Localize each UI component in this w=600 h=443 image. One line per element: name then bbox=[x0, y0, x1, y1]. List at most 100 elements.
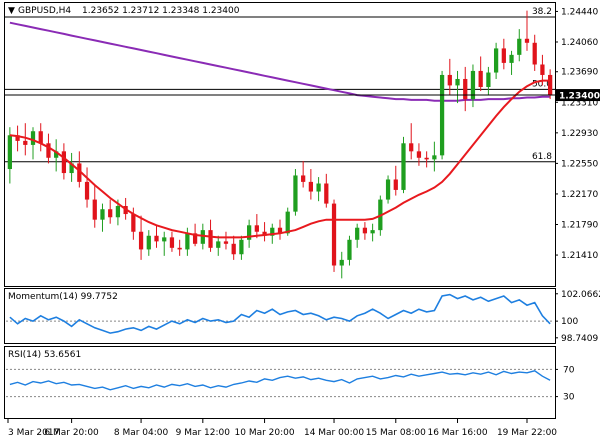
candle bbox=[277, 219, 283, 240]
momentum-tick-label: 98.7409 bbox=[561, 334, 598, 344]
candle-body bbox=[293, 175, 298, 212]
time-tick-label: 8 Mar 04:00 bbox=[114, 428, 169, 438]
main-pane-frame bbox=[4, 2, 556, 287]
candle bbox=[393, 165, 398, 196]
candle-body bbox=[254, 225, 259, 232]
momentum-tick-label: 100 bbox=[561, 317, 578, 327]
price-axis: 1.24440 1.24060 1.23690 1.23310 1.22930 1.225… bbox=[555, 7, 598, 261]
candle-body bbox=[517, 38, 522, 55]
time-tick-label: 14 Mar 00:00 bbox=[304, 428, 364, 438]
candle-body bbox=[185, 233, 190, 250]
candle-body bbox=[23, 140, 28, 145]
candle-body bbox=[84, 181, 90, 200]
level-label: 38.2 bbox=[532, 7, 552, 17]
candle-body bbox=[262, 231, 267, 236]
candle-body bbox=[308, 181, 313, 192]
candle-body bbox=[524, 38, 530, 43]
rsi-level-lines bbox=[6, 368, 554, 398]
candle-body bbox=[347, 239, 352, 260]
candle bbox=[385, 175, 391, 204]
candle bbox=[239, 235, 244, 260]
price-tick-label: 1.21790 bbox=[561, 221, 598, 231]
candle bbox=[231, 235, 236, 260]
candle bbox=[509, 50, 514, 75]
candle-body bbox=[162, 237, 167, 242]
rsi-title: RSI(14) 53.6561 bbox=[8, 350, 81, 360]
candle-body bbox=[270, 227, 275, 236]
candle bbox=[169, 231, 175, 252]
candle-body bbox=[439, 74, 445, 156]
candle bbox=[247, 219, 252, 248]
candle bbox=[439, 70, 445, 160]
candle bbox=[301, 160, 306, 188]
candle-body bbox=[509, 54, 514, 63]
rsi-line bbox=[9, 370, 551, 391]
candle-body bbox=[478, 70, 483, 88]
candle bbox=[177, 239, 182, 256]
candle bbox=[54, 139, 59, 172]
candle-body bbox=[370, 230, 375, 234]
candle-body bbox=[100, 209, 105, 220]
time-tick-label: 15 Mar 08:00 bbox=[366, 428, 426, 438]
current-price-label: 1.23400 bbox=[559, 92, 600, 102]
candle-body bbox=[385, 179, 391, 200]
candle bbox=[416, 143, 422, 166]
candle bbox=[162, 231, 167, 256]
price-tick-label: 1.24060 bbox=[561, 38, 598, 48]
candle bbox=[254, 214, 259, 239]
candle bbox=[455, 70, 460, 104]
candle-body bbox=[277, 227, 283, 234]
candle bbox=[69, 152, 74, 182]
candle-body bbox=[77, 163, 82, 182]
price-tick-label: 1.24440 bbox=[561, 7, 598, 17]
candle bbox=[548, 69, 553, 100]
momentum-title: Momentum(14) 99.7752 bbox=[8, 292, 118, 302]
candle bbox=[15, 125, 20, 152]
candle bbox=[524, 10, 530, 51]
candle bbox=[7, 127, 12, 184]
rsi-pane-frame bbox=[4, 346, 556, 419]
current-price-box bbox=[556, 89, 600, 102]
candle-body bbox=[69, 163, 74, 174]
candle bbox=[355, 223, 360, 248]
candle bbox=[401, 136, 406, 194]
level-label: 61.8 bbox=[532, 152, 552, 162]
candle-body bbox=[138, 231, 144, 250]
candle-body bbox=[447, 74, 452, 86]
candle-body bbox=[301, 175, 306, 182]
candle-body bbox=[223, 241, 229, 244]
slow-ma-path bbox=[9, 21, 551, 102]
candle bbox=[30, 127, 36, 160]
candle bbox=[493, 42, 499, 79]
candle bbox=[447, 58, 452, 96]
candle bbox=[108, 199, 113, 224]
candle bbox=[362, 222, 368, 240]
candle-body bbox=[463, 78, 468, 100]
candle-body bbox=[108, 209, 113, 218]
candle-body bbox=[38, 131, 43, 144]
candle-body bbox=[200, 230, 205, 244]
candle bbox=[432, 141, 437, 172]
candle-body bbox=[92, 199, 97, 220]
candle-body bbox=[331, 203, 337, 266]
rsi-path bbox=[9, 370, 551, 391]
candle-body bbox=[470, 70, 476, 100]
price-tick-label: 1.22170 bbox=[561, 190, 598, 200]
price-tick-label: 1.22550 bbox=[561, 159, 598, 169]
candle bbox=[308, 169, 313, 200]
time-tick-label: 6 Mar 20:00 bbox=[44, 428, 99, 438]
momentum-tick-label: 102.0662 bbox=[561, 290, 600, 300]
candle-body bbox=[154, 235, 159, 242]
candle-body bbox=[339, 259, 344, 266]
candle-body bbox=[548, 74, 553, 96]
candle bbox=[84, 167, 90, 208]
candle-body bbox=[192, 233, 198, 244]
candle-body bbox=[216, 241, 221, 248]
header-arrow: ▼ bbox=[8, 6, 15, 16]
candle bbox=[23, 123, 28, 156]
candle-body bbox=[393, 179, 398, 190]
candle-body bbox=[115, 206, 121, 218]
candle bbox=[486, 66, 491, 96]
candle bbox=[409, 123, 414, 160]
candle bbox=[38, 123, 43, 152]
